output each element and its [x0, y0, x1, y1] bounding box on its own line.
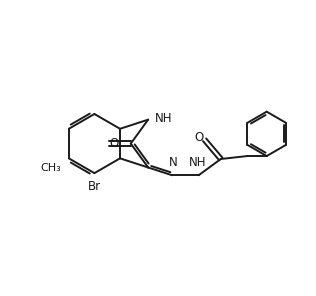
Text: NH: NH — [155, 112, 172, 125]
Text: Br: Br — [88, 180, 101, 193]
Text: NH: NH — [189, 156, 207, 169]
Text: O: O — [195, 131, 204, 144]
Text: CH₃: CH₃ — [40, 163, 61, 173]
Text: N: N — [169, 156, 178, 169]
Text: O: O — [109, 137, 118, 150]
